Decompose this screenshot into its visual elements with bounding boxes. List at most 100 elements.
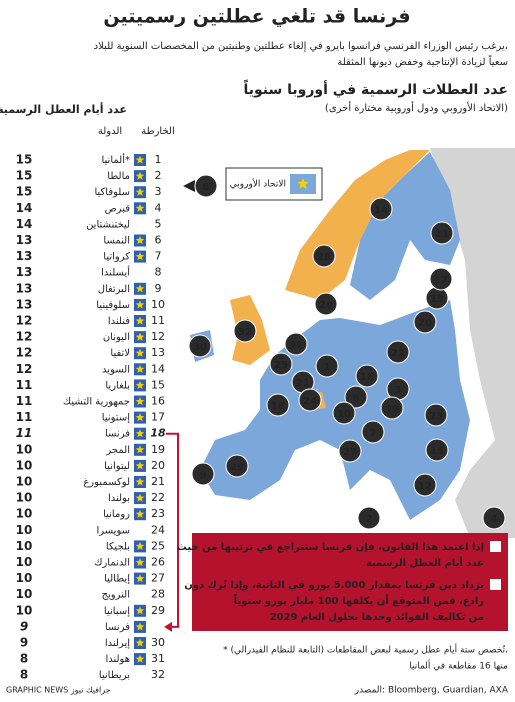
map-marker-label: 10	[337, 409, 351, 420]
days: 14	[16, 217, 33, 231]
map-marker-label: 6	[353, 393, 360, 404]
map-number: 14	[151, 362, 165, 375]
map-marker-label: 14	[374, 205, 388, 216]
map-number: 10	[151, 298, 165, 311]
map-marker	[266, 393, 290, 417]
days: 9	[20, 636, 28, 650]
map-marker	[482, 506, 506, 530]
days: 12	[16, 346, 33, 360]
eu-star	[135, 493, 145, 502]
header-map: الخارطة	[141, 126, 174, 137]
footnote: منها 16 مقاطعة في ألمانيا	[409, 660, 508, 672]
eu-star	[135, 574, 145, 583]
country: إيطاليا	[104, 574, 130, 585]
country: رومانيا	[103, 509, 130, 520]
map-marker	[357, 506, 381, 530]
map-number: 26	[151, 556, 165, 569]
map-marker-label: 4	[491, 514, 498, 525]
map-number: 24	[151, 523, 165, 536]
map-marker-label: 23	[429, 411, 443, 422]
notes-box	[192, 533, 508, 631]
map-number: 23	[151, 507, 165, 520]
map-number: 32	[151, 668, 165, 681]
map-marker	[380, 396, 404, 420]
country: السويد	[102, 364, 130, 375]
note-line: عدد أيام العطل الرسمية	[366, 556, 484, 569]
days: 8	[20, 652, 28, 666]
country: سلوفاكيا	[94, 187, 130, 198]
eu-star	[135, 364, 145, 373]
country: لوكسمبورغ	[83, 477, 130, 488]
eu-star	[135, 461, 145, 470]
note-line: يزداد دين فرنسا بمقدار 5.000 يورو في الث…	[184, 580, 484, 591]
header-country: الدولة	[98, 126, 122, 137]
map-marker-label: 13	[430, 294, 444, 305]
eu-star	[135, 541, 145, 550]
country: هولندا	[105, 654, 130, 665]
note-bullet	[490, 541, 501, 552]
days: 10	[16, 523, 33, 537]
map-marker-label: 24	[303, 396, 317, 407]
map-marker	[312, 244, 336, 268]
map-marker	[188, 334, 212, 358]
days: 11	[16, 378, 33, 392]
eu-star	[135, 429, 145, 438]
country: بريطانيا	[99, 670, 130, 681]
note-line: رادع، فمن المتوقع أن يكلفها 100 مليار يو…	[234, 593, 485, 607]
country: المجر	[105, 445, 130, 456]
country: البرتغال	[98, 284, 130, 295]
map-marker	[332, 401, 356, 425]
map-marker	[225, 454, 249, 478]
days: 13	[16, 297, 33, 311]
country: كرواتيا	[103, 252, 130, 263]
eu-star	[135, 638, 145, 647]
country: بولندا	[108, 493, 130, 504]
days: 11	[16, 394, 33, 408]
map-marker	[344, 385, 368, 409]
eu-star	[135, 606, 145, 615]
legend-label: الاتحاد الأوروبي	[230, 178, 286, 190]
map-marker	[269, 352, 293, 376]
country: الدنمارك	[94, 558, 130, 569]
map-number: 31	[151, 652, 165, 665]
country: مالطا	[107, 171, 130, 182]
map-marker-label: 30	[193, 342, 207, 353]
footnote: * تُخصص ستة أيام عطل رسمية لبعض المقاطعا…	[223, 644, 508, 656]
country: النرويج	[102, 590, 130, 601]
map-marker-label: 11	[435, 229, 449, 240]
map-marker-label: 32	[238, 327, 252, 338]
map-number: 21	[151, 475, 165, 488]
days: 10	[16, 603, 33, 617]
eu-star	[135, 397, 145, 406]
map-number: 11	[151, 314, 165, 327]
map-number: 12	[151, 330, 165, 343]
map-number: 2	[155, 169, 162, 182]
map-number: 29	[151, 604, 165, 617]
country: إيرلندا	[105, 638, 130, 649]
days: 12	[16, 330, 33, 344]
legend-star	[297, 178, 309, 189]
eu-star	[135, 558, 145, 567]
map-number: 6	[155, 234, 162, 247]
country: جمهورية التشيك	[63, 397, 130, 408]
map-marker-label: 1	[324, 362, 331, 373]
days: 11	[16, 426, 33, 440]
map-number: 16	[151, 395, 165, 408]
credit: GRAPHIC NEWS جرافيك نيوز	[6, 686, 111, 695]
map-number: 5	[155, 217, 162, 230]
country: ليختنشتاين	[86, 219, 130, 230]
non-eu-land	[430, 148, 515, 538]
header-days: عدد أيام العطل الرسمية	[0, 102, 127, 116]
days: 13	[16, 249, 33, 263]
days: 12	[16, 362, 33, 376]
map-number: 7	[155, 250, 162, 263]
days: 10	[16, 491, 33, 505]
eu-star	[135, 252, 145, 261]
map-number: 22	[151, 491, 165, 504]
map-marker	[233, 319, 257, 343]
eu-star	[135, 413, 145, 422]
country: ليتوانيا	[104, 461, 130, 472]
map-marker	[298, 388, 322, 412]
map-marker-label: 15	[430, 446, 444, 457]
map-marker	[315, 354, 339, 378]
